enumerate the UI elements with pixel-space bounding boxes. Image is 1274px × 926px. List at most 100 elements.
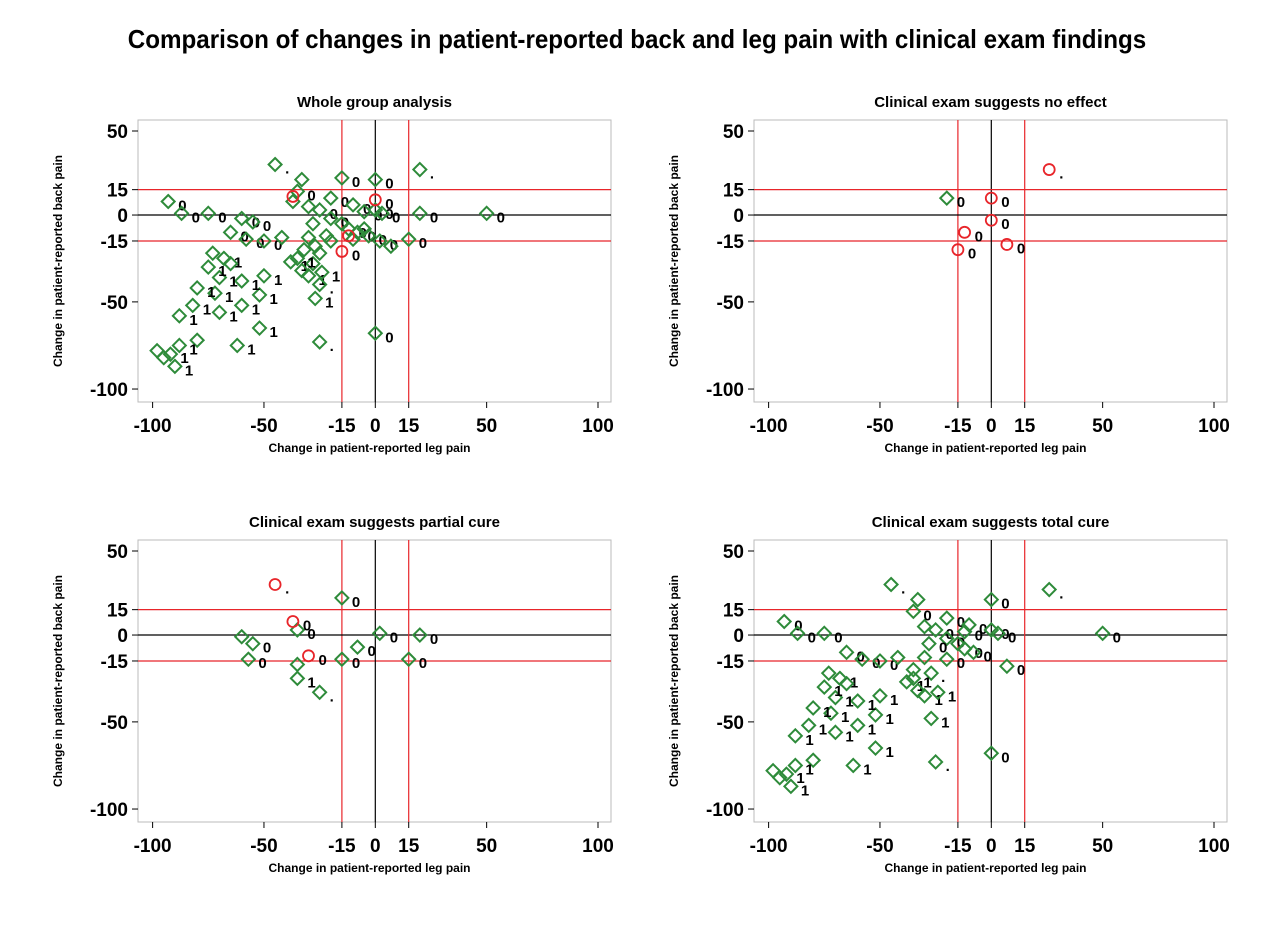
marker-label: 1 (868, 697, 876, 714)
marker-label: 1 (189, 312, 197, 329)
diamond-point (1041, 581, 1058, 598)
diamond-point (311, 245, 328, 262)
diamond-point (244, 214, 261, 230)
diamond-point (207, 285, 223, 302)
diamond-point (215, 250, 232, 267)
diamond-point (787, 757, 804, 774)
x-tick-label: -15 (944, 416, 972, 437)
marker-label: 0 (367, 643, 375, 660)
marker-label: 1 (185, 362, 193, 379)
marker-label: 1 (189, 341, 197, 358)
y-tick-label: -15 (717, 232, 745, 253)
x-tick-label: 100 (582, 836, 614, 857)
marker-label: 1 (796, 770, 804, 787)
marker-label: 0 (1001, 596, 1009, 613)
diamond-point (965, 644, 982, 661)
marker-label: 0 (307, 187, 315, 204)
marker-label: 1 (845, 728, 853, 745)
x-axis-title: Change in patient-reported leg pain (268, 441, 470, 455)
marker-label: 1 (941, 714, 949, 731)
marker-label: . (946, 758, 950, 775)
diamond-point (867, 740, 884, 756)
x-axis-title: Change in patient-reported leg pain (884, 441, 1086, 455)
diamond-point (349, 224, 366, 241)
diamond-point (956, 623, 973, 640)
marker-label: 1 (890, 692, 898, 709)
marker-label: . (1059, 166, 1063, 183)
marker-label: 0 (497, 209, 505, 226)
diamond-point (307, 238, 324, 255)
marker-label: 1 (886, 711, 894, 728)
diamond-point (300, 267, 317, 284)
marker-label: 1 (274, 272, 282, 289)
x-tick-label: 50 (476, 416, 497, 437)
marker-label: 0 (957, 614, 965, 631)
marker-label: 0 (218, 209, 226, 226)
diamond-point (345, 231, 361, 248)
circle-point (984, 191, 998, 205)
marker-label: 1 (834, 683, 842, 700)
marker-label: 0 (379, 232, 387, 249)
diamond-point (173, 205, 190, 222)
x-tick-label: -15 (944, 836, 972, 857)
diamond-point (916, 687, 933, 704)
x-tick-label: -50 (866, 836, 893, 857)
y-tick-label: 50 (107, 122, 128, 143)
diamond-point (411, 205, 428, 222)
diamond-point (267, 156, 284, 173)
marker-label: 0 (1113, 629, 1121, 646)
diamond-point (782, 778, 799, 795)
y-tick-label: -50 (101, 293, 128, 314)
diamond-point (845, 757, 862, 774)
diamond-point (333, 170, 350, 186)
diamond-point (322, 233, 339, 249)
diamond-point (333, 651, 350, 668)
panel-title: Whole group analysis (297, 94, 452, 111)
marker-label: 0 (979, 621, 987, 638)
diamond-point (233, 210, 250, 227)
diamond-point (827, 724, 844, 741)
diamond-point (282, 253, 299, 270)
marker-label: 1 (229, 308, 237, 325)
marker-label: . (430, 166, 434, 183)
diamond-point (240, 651, 257, 668)
x-tick-label: -100 (134, 836, 172, 857)
diamond-point (872, 687, 888, 704)
marker-label: 0 (352, 594, 360, 611)
diamond-point (827, 689, 844, 706)
diamond-point (400, 651, 417, 668)
marker-label: 0 (968, 246, 976, 263)
marker-label: 0 (303, 617, 311, 634)
marker-label: 0 (975, 228, 983, 245)
x-tick-label: 15 (1014, 416, 1036, 437)
diamond-point (311, 202, 328, 218)
y-tick-label: 0 (733, 206, 744, 227)
y-tick-label: -100 (706, 380, 744, 401)
y-tick-label: 0 (117, 626, 128, 647)
marker-label: . (1059, 586, 1063, 603)
diamond-point (289, 250, 306, 267)
diamond-point (805, 700, 822, 716)
marker-label: 0 (939, 640, 947, 657)
diamond-point (333, 590, 350, 606)
marker-label: 0 (1008, 629, 1016, 646)
diamond-point (293, 262, 310, 279)
marker-label: 1 (180, 350, 188, 367)
x-tick-label: -50 (250, 416, 277, 437)
x-axis-title: Change in patient-reported leg pain (268, 861, 470, 875)
diamond-point (318, 227, 335, 244)
y-tick-label: 15 (723, 601, 745, 622)
diamond-point (771, 769, 788, 786)
marker-label: 0 (430, 209, 438, 226)
diamond-point (478, 205, 495, 222)
y-axis-title: Change in patient-reported back pain (667, 155, 681, 367)
diamond-point (251, 287, 268, 303)
x-tick-label: 0 (370, 416, 381, 437)
marker-label: 0 (983, 648, 991, 665)
diamond-point (990, 625, 1006, 642)
y-tick-label: -15 (101, 232, 129, 253)
y-tick-label: -50 (101, 713, 128, 734)
x-tick-label: -15 (328, 416, 356, 437)
panel-2: Clinical exam suggests no effect -100 -50 -… (667, 94, 1230, 455)
marker-label: 1 (325, 294, 333, 311)
